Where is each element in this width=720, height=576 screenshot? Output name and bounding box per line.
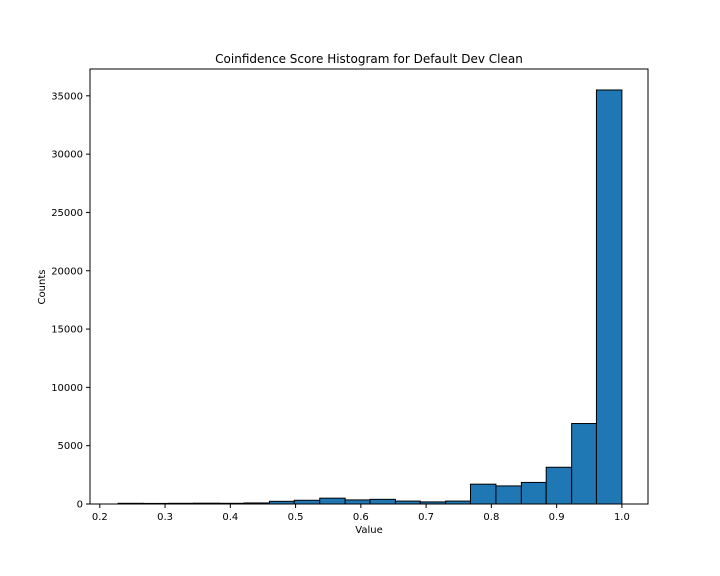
- x-tick-label: 0.4: [222, 512, 238, 523]
- y-tick-label: 35000: [51, 91, 83, 102]
- y-axis-ticks: 0 5000 10000 15000 20000 25000 30000 35000: [51, 91, 90, 511]
- y-axis-label: Counts: [37, 270, 48, 305]
- x-axis-label: Value: [355, 525, 382, 536]
- x-tick-label: 0.2: [92, 512, 108, 523]
- y-tick-label: 5000: [58, 441, 83, 452]
- histogram-bar-17: [545, 466, 573, 505]
- y-tick-label: 30000: [51, 150, 83, 161]
- histogram-bar-16: [520, 481, 547, 505]
- x-tick-label: 1.0: [614, 512, 630, 523]
- x-tick-label: 0.5: [288, 512, 304, 523]
- histogram-bar-15: [495, 485, 522, 505]
- y-tick-label: 25000: [51, 208, 83, 219]
- x-tick-label: 0.9: [549, 512, 565, 523]
- x-tick-label: 0.7: [418, 512, 434, 523]
- histogram-bar-14: [469, 483, 497, 505]
- y-tick-label: 20000: [51, 266, 83, 277]
- histogram-bar-10: [369, 498, 396, 505]
- x-tick-label: 0.3: [157, 512, 173, 523]
- x-tick-label: 0.8: [483, 512, 499, 523]
- histogram-bar-9: [344, 499, 371, 505]
- histogram-bar-7: [293, 499, 321, 505]
- histogram-bar-19: [595, 89, 623, 505]
- x-tick-label: 0.6: [353, 512, 369, 523]
- histogram-bar-18: [571, 423, 597, 505]
- y-tick-label: 15000: [51, 325, 83, 336]
- plot-frame: [89, 68, 649, 505]
- histogram-bars: [117, 89, 623, 505]
- y-tick-label: 0: [77, 500, 83, 511]
- chart-title: Coinfidence Score Histogram for Default …: [215, 52, 523, 66]
- y-tick-label: 10000: [51, 383, 83, 394]
- x-axis-ticks: 0.2 0.3 0.4 0.5 0.6 0.7 0.8 0.9 1.0: [92, 504, 630, 523]
- histogram-bar-8: [319, 497, 346, 505]
